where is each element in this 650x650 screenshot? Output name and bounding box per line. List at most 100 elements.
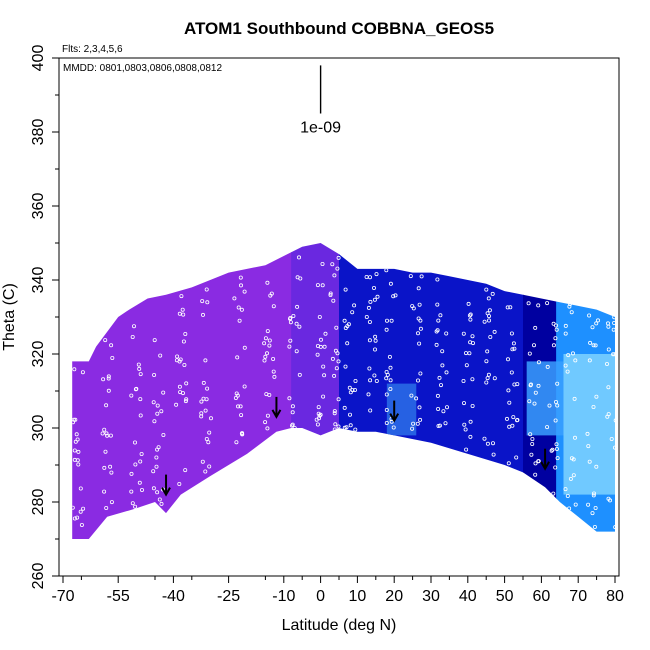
sample-point: [416, 286, 421, 291]
sample-point: [554, 442, 559, 447]
sample-point: [110, 355, 115, 360]
sample-point: [161, 432, 166, 437]
sample-point: [72, 505, 75, 510]
sample-point: [178, 357, 183, 362]
band-navy: [523, 243, 557, 539]
sample-point: [418, 326, 423, 331]
sample-point: [506, 461, 511, 466]
sample-point: [294, 321, 299, 326]
sample-point: [332, 273, 337, 278]
y-tick-label: 380: [30, 119, 47, 146]
sample-point: [504, 416, 509, 421]
sample-point: [343, 325, 348, 330]
sample-point: [389, 318, 394, 323]
sample-point: [463, 351, 468, 356]
sample-point: [74, 432, 79, 437]
sample-point: [134, 386, 139, 391]
sample-point: [368, 408, 373, 413]
sample-point: [157, 497, 162, 502]
sample-point: [550, 447, 555, 452]
sample-point: [130, 501, 135, 506]
sample-point: [606, 385, 611, 390]
sample-point: [72, 516, 77, 521]
sample-point: [290, 404, 295, 409]
sample-point: [238, 283, 243, 288]
sample-point: [321, 394, 326, 399]
sample-point: [289, 423, 294, 428]
sample-point: [505, 305, 510, 310]
sample-point: [109, 500, 114, 505]
sample-point: [444, 405, 449, 410]
sample-point: [106, 388, 111, 393]
sample-point: [235, 404, 240, 409]
sample-point: [334, 366, 339, 371]
sample-point: [586, 502, 591, 507]
sample-point: [364, 314, 369, 319]
sample-point: [154, 464, 159, 469]
sample-point: [391, 425, 396, 430]
sample-point: [155, 403, 160, 408]
sample-point: [592, 525, 597, 530]
x-tick-label: 60: [533, 588, 551, 605]
sample-point: [374, 272, 379, 277]
sample-point: [75, 515, 80, 520]
sample-point: [565, 493, 570, 498]
sample-point: [532, 343, 537, 348]
sample-point: [554, 399, 559, 404]
sample-point: [322, 373, 327, 378]
sample-point: [336, 424, 341, 429]
sample-point: [567, 304, 572, 309]
sample-point: [482, 319, 487, 324]
sample-point: [468, 434, 473, 439]
sample-point: [109, 343, 114, 348]
sample-point: [482, 436, 487, 441]
sample-point: [105, 433, 110, 438]
sample-point: [528, 432, 533, 437]
sample-point: [236, 305, 241, 310]
sample-point: [104, 403, 109, 408]
sample-point: [593, 343, 598, 348]
sample-point: [80, 370, 85, 375]
sample-point: [316, 405, 321, 410]
sample-point: [177, 481, 182, 486]
sample-point: [333, 422, 338, 427]
sample-point: [320, 261, 325, 266]
y-tick-label: 280: [30, 489, 47, 516]
sample-point: [587, 459, 592, 464]
sample-point: [565, 369, 570, 374]
sample-point: [509, 370, 514, 375]
sample-point: [201, 380, 206, 385]
sample-point: [435, 277, 440, 282]
sample-point: [350, 310, 355, 315]
y-tick-label: 400: [30, 45, 47, 72]
sample-point: [530, 436, 535, 441]
sample-point: [366, 392, 371, 397]
sample-point: [335, 266, 340, 271]
sample-point: [102, 427, 107, 432]
sample-point: [182, 362, 187, 367]
sample-point: [152, 419, 157, 424]
sample-point: [417, 405, 422, 410]
y-tick-label: 340: [30, 267, 47, 294]
sample-point: [321, 364, 326, 369]
sample-point: [265, 426, 270, 431]
sample-point: [159, 501, 164, 506]
sample-point: [106, 374, 111, 379]
sample-point: [129, 393, 134, 398]
y-axis: 260 280 300 320 340 360 380 400: [30, 45, 59, 589]
y-axis-label: Theta (C): [1, 283, 18, 351]
sample-point: [418, 417, 423, 422]
sample-point: [571, 457, 576, 462]
sample-point: [265, 280, 270, 285]
sample-point: [415, 421, 420, 426]
sample-point: [268, 293, 273, 298]
sample-point: [138, 459, 143, 464]
sample-point: [388, 281, 393, 286]
highlight-patch-1: [526, 361, 564, 436]
sample-point: [591, 404, 596, 409]
sample-point: [384, 407, 389, 412]
sample-point: [545, 364, 550, 369]
sample-point: [174, 358, 179, 363]
sample-point: [332, 373, 337, 378]
sample-point: [612, 320, 615, 325]
